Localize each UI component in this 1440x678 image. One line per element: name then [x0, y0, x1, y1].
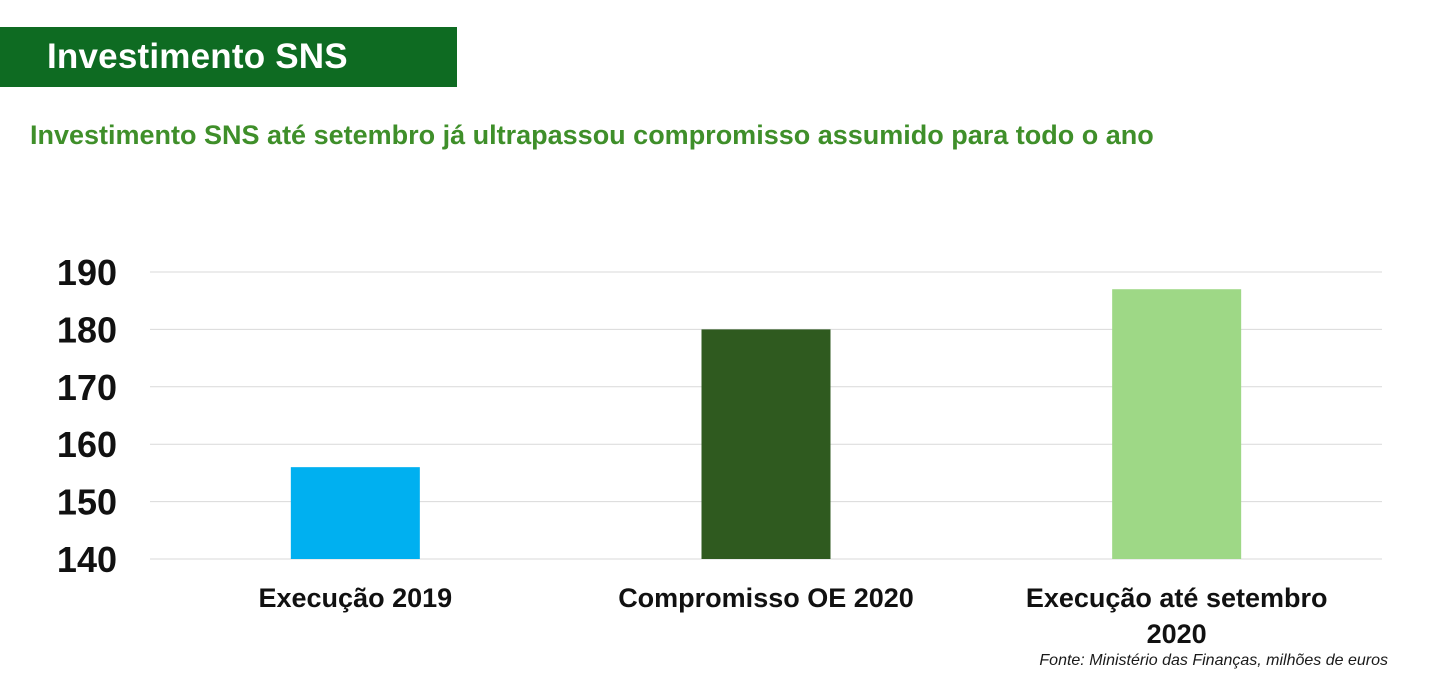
slide-title: Investimento SNS [47, 37, 348, 76]
y-tick-label: 190 [57, 252, 117, 293]
title-banner: Investimento SNS [0, 27, 457, 87]
y-tick-label: 160 [57, 424, 117, 465]
slide-subtitle: Investimento SNS até setembro já ultrapa… [30, 120, 1154, 150]
x-category-label: Execução 2019 [259, 583, 453, 613]
x-category-label: 2020 [1147, 619, 1207, 649]
y-tick-label: 170 [57, 367, 117, 408]
y-tick-label: 180 [57, 309, 117, 350]
bar-2 [701, 329, 831, 559]
y-tick-label: 140 [57, 539, 117, 580]
bar-3 [1112, 289, 1242, 559]
y-tick-label: 150 [57, 482, 117, 523]
source-note: Fonte: Ministério das Finanças, milhões … [1039, 652, 1388, 669]
x-category-label: Compromisso OE 2020 [618, 583, 914, 613]
x-category-label: Execução até setembro [1026, 583, 1328, 613]
bar-1 [290, 467, 420, 559]
